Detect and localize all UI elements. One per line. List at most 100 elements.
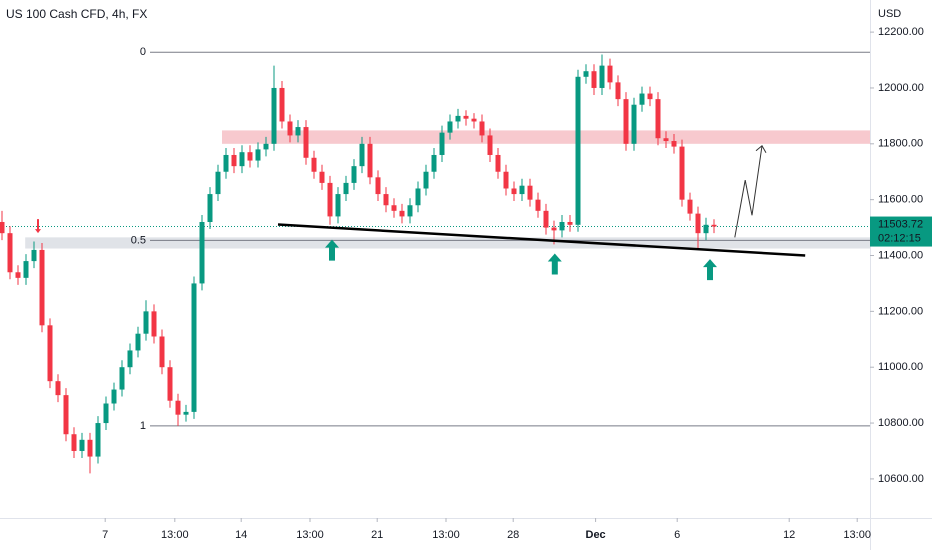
candle-body	[263, 143, 269, 150]
zone	[222, 130, 870, 144]
up-arrow	[547, 253, 562, 275]
candle-body	[583, 71, 589, 77]
candle-body	[591, 71, 597, 88]
chart-title: US 100 Cash CFD, 4h, FX	[6, 7, 147, 21]
candle-body	[47, 325, 53, 382]
candle-body	[31, 249, 37, 262]
candle-body	[231, 154, 237, 167]
x-tick-label: 21	[371, 529, 383, 541]
fib-level-label: 1	[140, 420, 146, 432]
candle-body	[695, 213, 701, 234]
candle-body	[415, 188, 421, 206]
candle-body	[655, 99, 661, 139]
candle-body	[375, 177, 381, 195]
y-tick-label: 10800.00	[878, 417, 924, 429]
x-tick-label: 14	[235, 529, 247, 541]
candle-body	[183, 411, 189, 415]
y-tick-label: 12000.00	[878, 82, 924, 94]
candle-body	[215, 171, 221, 195]
up-arrow	[703, 259, 717, 281]
candle-body	[423, 171, 429, 189]
candle-body	[367, 143, 373, 178]
fib-level-label: 0.5	[131, 234, 146, 246]
candle-body	[287, 121, 293, 136]
candle-body	[535, 199, 541, 211]
candle-body	[159, 336, 165, 368]
candle-body	[471, 118, 477, 122]
candle-body	[327, 182, 333, 217]
down-arrow	[35, 219, 41, 234]
candle-body	[575, 76, 581, 225]
candle-body	[383, 194, 389, 206]
candle-body	[175, 400, 181, 415]
y-tick-label: 11400.00	[878, 249, 923, 261]
candle-body	[199, 222, 205, 284]
candle-body	[543, 210, 549, 228]
candle-body	[279, 87, 285, 122]
candle-body	[7, 233, 13, 273]
candle-body	[351, 166, 357, 183]
candle-body	[439, 132, 445, 155]
x-tick-label: 28	[507, 529, 519, 541]
x-tick-label: 13:00	[843, 529, 871, 541]
y-tick-label: 10600.00	[878, 473, 924, 485]
candle-body	[119, 367, 125, 390]
candle-body	[503, 171, 509, 189]
y-tick-label: 11200.00	[878, 305, 923, 317]
y-tick-label: 11800.00	[878, 138, 923, 150]
candle-body	[223, 154, 229, 172]
candle-body	[615, 82, 621, 100]
candle-body	[39, 249, 45, 326]
candle-body	[63, 395, 69, 435]
candle-body	[15, 272, 21, 278]
candle-body	[447, 121, 453, 133]
candle-body	[295, 127, 301, 136]
candle-body	[111, 389, 117, 404]
candle-body	[687, 199, 693, 214]
candle-body	[519, 185, 525, 195]
candle-body	[0, 222, 5, 234]
price-tag-countdown: 02:12:15	[878, 232, 921, 244]
fib-level-label: 0	[140, 46, 146, 58]
candle-body	[671, 141, 677, 147]
candle-body	[95, 423, 101, 457]
candle-body	[167, 367, 173, 401]
candle-body	[207, 194, 213, 222]
projection-arrowhead	[755, 145, 767, 154]
candle-body	[407, 205, 413, 217]
candle-body	[55, 381, 61, 396]
candle-body	[511, 188, 517, 195]
candle-body	[639, 93, 645, 105]
currency-label: USD	[878, 8, 901, 20]
candle-body	[399, 210, 405, 217]
candle-body	[271, 87, 277, 144]
candle-body	[239, 152, 245, 167]
candle-body	[87, 439, 93, 457]
x-tick-label: 13:00	[161, 529, 189, 541]
candle-body	[103, 403, 109, 424]
candle-body	[607, 65, 613, 83]
candle-body	[151, 311, 157, 337]
candle-body	[23, 261, 29, 278]
candle-body	[71, 434, 77, 451]
projection-path	[734, 145, 763, 238]
candle-body	[127, 350, 133, 368]
x-tick-label: Dec	[586, 529, 606, 541]
candle-body	[495, 154, 501, 172]
up-arrow	[325, 239, 339, 261]
y-tick-label: 12200.00	[878, 26, 924, 38]
candle-body	[559, 222, 565, 231]
x-tick-label: 13:00	[432, 529, 460, 541]
x-tick-label: 13:00	[296, 529, 324, 541]
x-tick-label: 7	[102, 529, 108, 541]
x-tick-label: 6	[674, 529, 680, 541]
candle-body	[303, 127, 309, 158]
candle-body	[551, 227, 557, 231]
candle-body	[319, 171, 325, 183]
candle-body	[623, 99, 629, 144]
candle-body	[311, 157, 317, 172]
x-tick-label: 12	[783, 529, 795, 541]
candle-body	[647, 93, 653, 100]
